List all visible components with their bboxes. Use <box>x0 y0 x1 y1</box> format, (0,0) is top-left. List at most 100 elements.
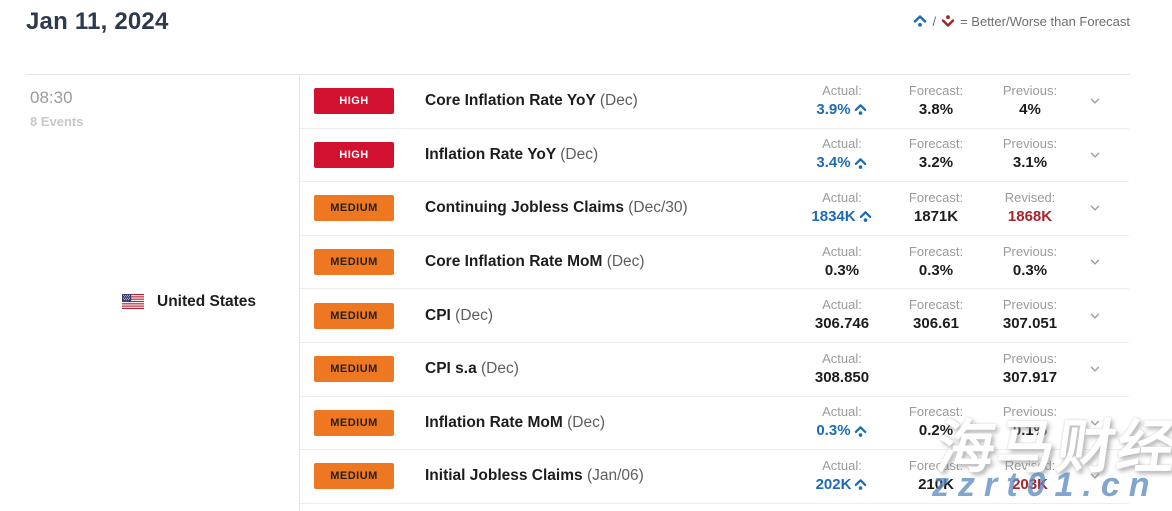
forecast-cell: Forecast: 3.2% <box>889 135 983 174</box>
event-values: Actual: 0.3% Forecast: 0.3% Previous: 0.… <box>795 243 1077 282</box>
cell-value: 0.3% <box>918 261 954 279</box>
event-name: Inflation Rate MoM <box>425 413 563 431</box>
chevron-down-icon <box>1090 259 1100 265</box>
event-values: Actual: 202K Forecast: 210K Revised: 203… <box>795 457 1077 496</box>
chevron-down-icon <box>1090 206 1100 212</box>
event-values: Actual: 306.746 Forecast: 306.61 Previou… <box>795 296 1077 335</box>
event-period: (Dec) <box>481 360 519 378</box>
cell-value: 3.2% <box>918 154 954 172</box>
event-row[interactable]: HIGH Inflation Rate YoY (Dec) Actual: 3.… <box>300 129 1129 183</box>
event-values: Actual: 1834K Forecast: 1871K Revised: 1… <box>795 189 1077 228</box>
country-block[interactable]: United States <box>122 92 256 511</box>
cell-label: Previous: <box>1002 136 1058 152</box>
events-count: 8 Events <box>30 114 84 129</box>
chevron-down-icon <box>1090 152 1100 158</box>
previous-cell: Revised: 1868K <box>983 189 1077 228</box>
event-title: CPI (Dec) <box>425 307 493 325</box>
cell-label: Previous: <box>1002 404 1058 420</box>
event-name: Core Inflation Rate MoM <box>425 253 603 271</box>
event-title: Core Inflation Rate MoM (Dec) <box>425 253 645 271</box>
event-values: Actual: 308.850 Previous: 307.917 <box>795 350 1077 389</box>
expand-row-button[interactable] <box>1077 362 1113 376</box>
cell-value: 306.746 <box>814 315 870 333</box>
event-name: CPI s.a <box>425 360 477 378</box>
cell-value: 1871K <box>913 207 959 225</box>
page-title: Jan 11, 2024 <box>26 8 169 35</box>
event-row[interactable]: MEDIUM CPI s.a (Dec) Actual: 308.850 Pre… <box>300 343 1129 397</box>
calendar-table: 08:30 8 Events <box>26 74 1130 511</box>
cell-value: 3.4% <box>816 154 851 172</box>
expand-row-button[interactable] <box>1077 94 1113 108</box>
expand-row-button[interactable] <box>1077 309 1113 323</box>
event-values: Actual: 3.9% Forecast: 3.8% Previous: 4% <box>795 82 1077 121</box>
expand-row-button[interactable] <box>1077 416 1113 430</box>
cell-value: 0.3% <box>824 261 860 279</box>
cell-label: Previous: <box>1002 350 1058 366</box>
previous-cell: Previous: 0.3% <box>983 243 1077 282</box>
cell-value: 1834K <box>811 207 856 225</box>
cell-label: Previous: <box>1002 297 1058 313</box>
session-panel: 08:30 8 Events <box>26 75 300 511</box>
cell-value: 0.3% <box>1012 261 1048 279</box>
country-name: United States <box>157 292 257 310</box>
importance-badge: MEDIUM <box>314 463 394 490</box>
event-row[interactable]: HIGH Core Inflation Rate YoY (Dec) Actua… <box>300 75 1129 129</box>
chevron-down-icon <box>1090 366 1100 372</box>
event-name: Inflation Rate YoY <box>425 145 556 163</box>
event-title: Inflation Rate MoM (Dec) <box>425 414 605 432</box>
expand-row-button[interactable] <box>1077 148 1113 162</box>
importance-badge: HIGH <box>314 88 394 115</box>
forecast-cell: Forecast: 0.2% <box>889 403 983 442</box>
importance-badge: MEDIUM <box>314 195 394 222</box>
event-row[interactable]: MEDIUM Initial Jobless Claims (Jan/06) A… <box>300 450 1129 504</box>
chevron-down-icon <box>1090 474 1100 480</box>
expand-row-button[interactable] <box>1077 201 1113 215</box>
event-values: Actual: 0.3% Forecast: 0.2% Previous: 0.… <box>795 403 1077 442</box>
cell-label: Actual: <box>822 189 862 205</box>
cell-label: Forecast: <box>908 457 964 473</box>
cell-value: 306.61 <box>913 315 959 333</box>
expand-row-button[interactable] <box>1077 469 1113 483</box>
chevron-down-icon <box>1090 98 1100 104</box>
cell-label: Actual: <box>822 136 862 152</box>
expand-row-button[interactable] <box>1077 255 1113 269</box>
cell-value: 0.3% <box>816 422 851 440</box>
cell-value: 4% <box>1019 100 1041 118</box>
actual-cell: Actual: 0.3% <box>795 403 889 442</box>
actual-cell: Actual: 3.9% <box>795 82 889 121</box>
event-title: CPI s.a (Dec) <box>425 360 519 378</box>
chevron-down-icon <box>1090 420 1100 426</box>
events-list: HIGH Core Inflation Rate YoY (Dec) Actua… <box>300 75 1129 511</box>
cell-value: 202K <box>815 475 852 493</box>
event-row[interactable]: MEDIUM CPI (Dec) Actual: 306.746 Forecas… <box>300 289 1129 343</box>
forecast-cell: Forecast: 0.3% <box>889 243 983 282</box>
event-period: (Dec) <box>599 92 638 110</box>
actual-cell: Actual: 0.3% <box>795 243 889 282</box>
event-name: CPI <box>425 306 451 324</box>
forecast-cell: Forecast: 3.8% <box>889 82 983 121</box>
cell-label: Actual: <box>822 297 862 313</box>
event-row[interactable]: MEDIUM Continuing Jobless Claims (Dec/30… <box>300 182 1129 236</box>
event-row[interactable]: MEDIUM Inflation Rate MoM (Dec) Actual: … <box>300 397 1129 451</box>
cell-value: 3.8% <box>918 100 954 118</box>
event-period: (Dec) <box>606 253 645 271</box>
cell-value: 3.9% <box>816 100 851 118</box>
actual-cell: Actual: 308.850 <box>795 350 889 389</box>
cell-label: Forecast: <box>908 189 964 205</box>
legend-text: = Better/Worse than Forecast <box>960 13 1130 29</box>
event-period: (Dec) <box>567 413 605 431</box>
event-title: Continuing Jobless Claims (Dec/30) <box>425 199 688 217</box>
cell-value: 210K <box>918 475 954 493</box>
actual-cell: Actual: 202K <box>795 457 889 496</box>
actual-cell: Actual: 1834K <box>795 189 889 228</box>
event-row[interactable]: MEDIUM Core Inflation Rate MoM (Dec) Act… <box>300 236 1129 290</box>
cell-label: Forecast: <box>908 404 964 420</box>
previous-cell: Previous: 307.051 <box>983 296 1077 335</box>
previous-cell: Previous: 307.917 <box>983 350 1077 389</box>
forecast-cell: Forecast: 306.61 <box>889 296 983 335</box>
cell-label: Forecast: <box>908 297 964 313</box>
event-title: Initial Jobless Claims (Jan/06) <box>425 467 644 485</box>
event-period: (Dec) <box>455 306 494 324</box>
cell-label: Revised: <box>1004 189 1056 205</box>
